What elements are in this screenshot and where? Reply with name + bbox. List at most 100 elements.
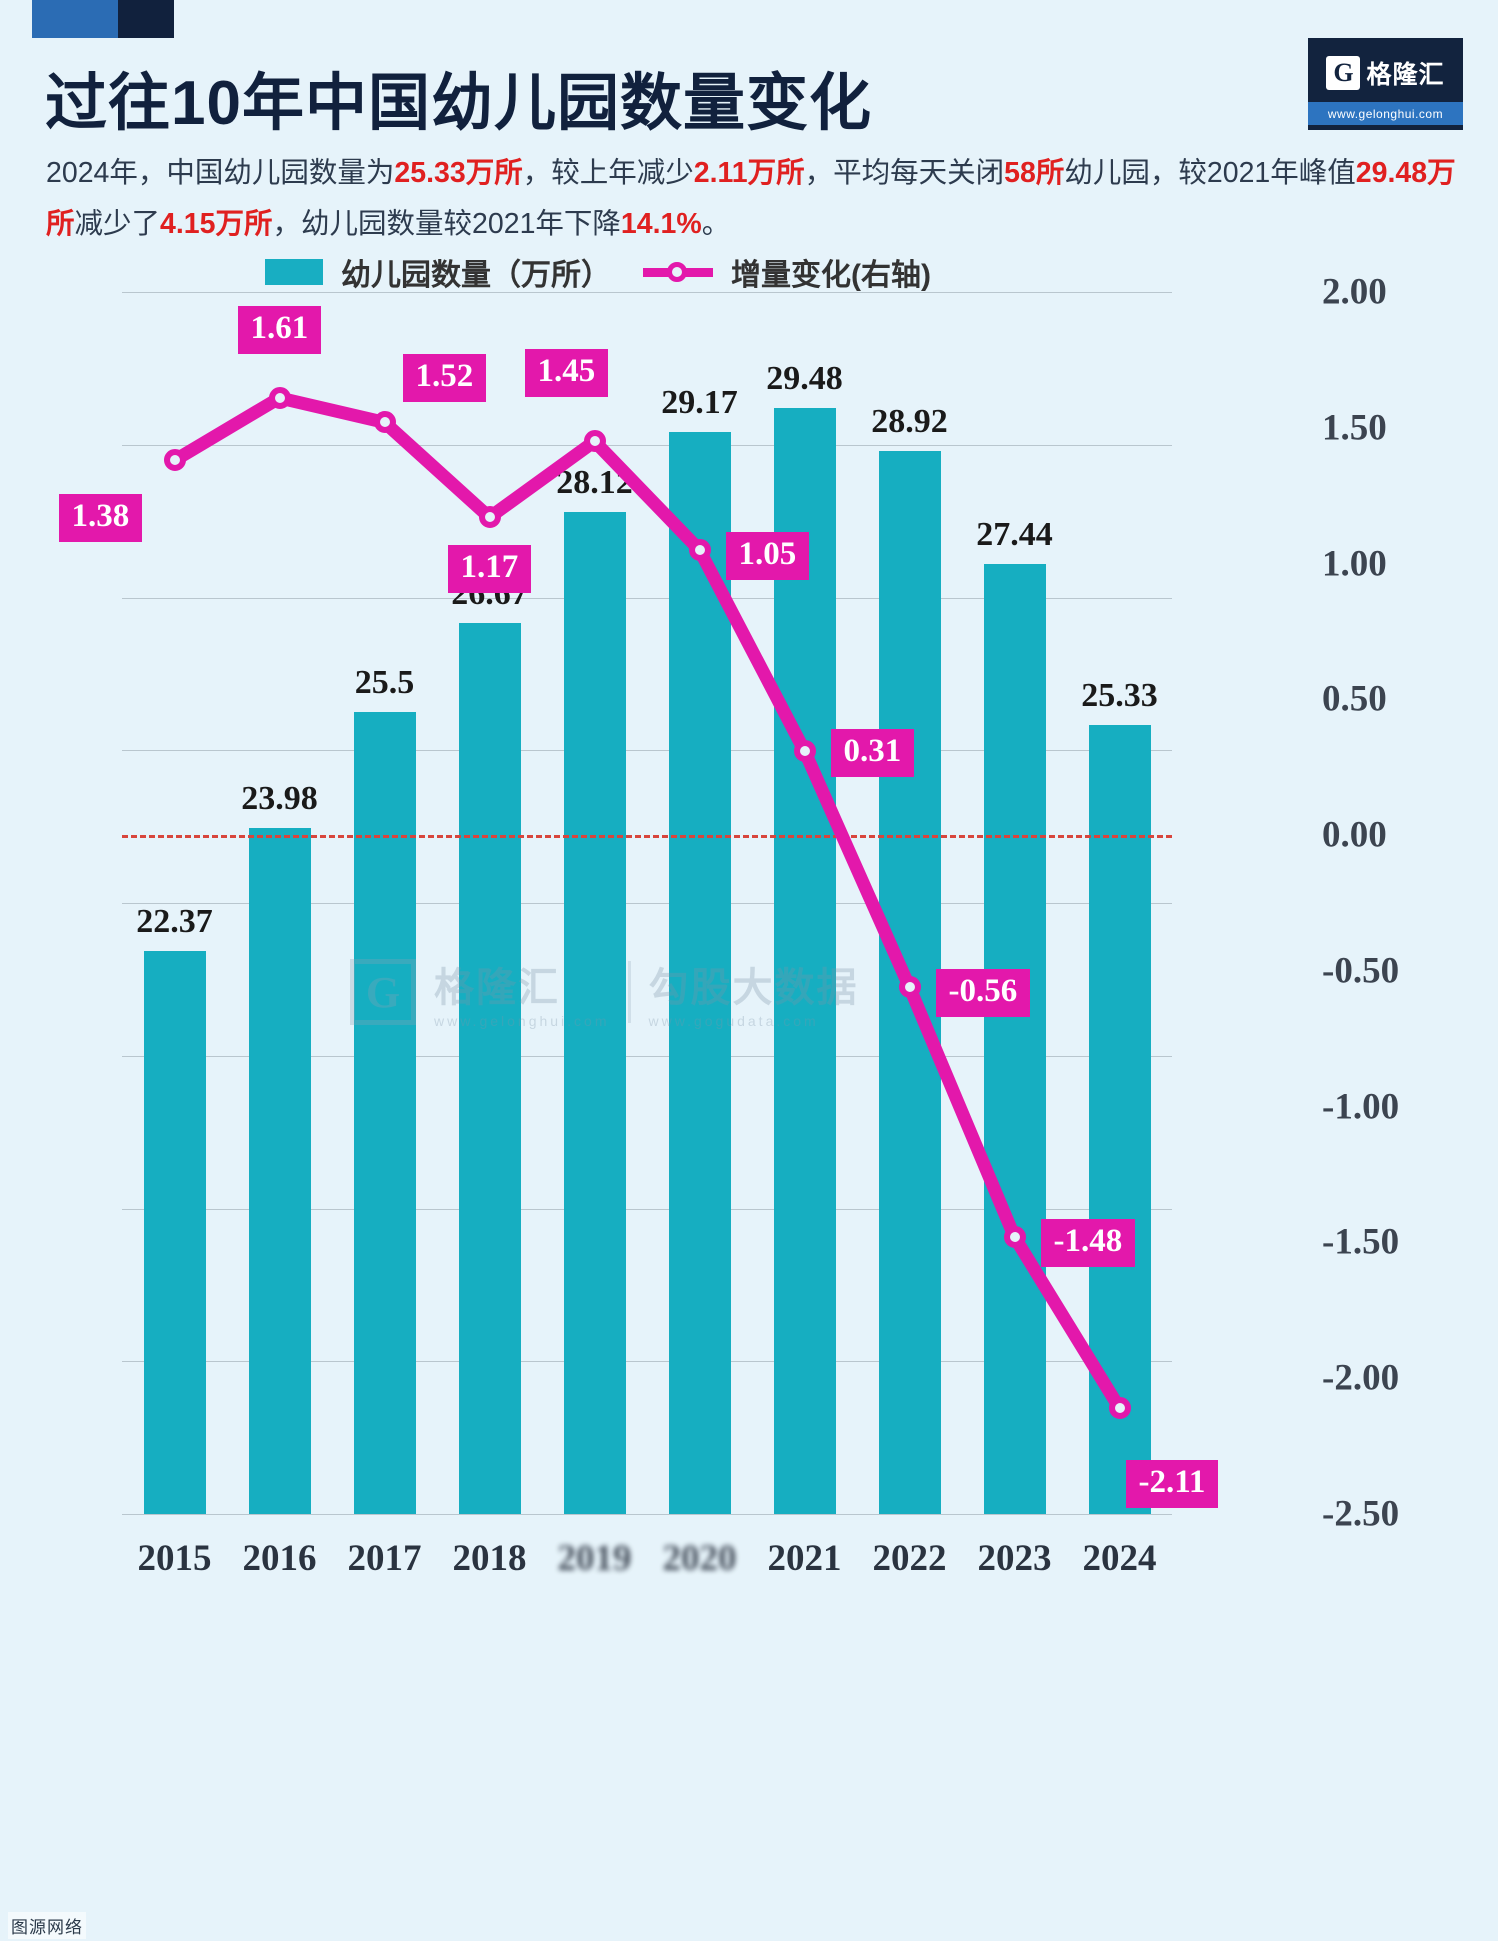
line-value-label: -0.56 [935, 969, 1031, 1018]
grid-line [122, 1514, 1172, 1515]
subtitle-paragraph: 2024年，中国幼儿园数量为25.33万所，较上年减少2.11万所，平均每天关闭… [46, 148, 1456, 250]
x-axis-tick-2017: 2017 [347, 1538, 422, 1579]
subtitle-text: 2024年，中国幼儿园数量为 [46, 157, 395, 189]
subtitle-text: ，较上年减少 [522, 157, 694, 189]
x-axis-tick-2024: 2024 [1082, 1538, 1157, 1579]
line-point-2020 [688, 538, 711, 561]
line-value-label: 1.38 [58, 494, 143, 543]
subtitle-text: 幼儿园，较2021年峰值 [1064, 157, 1356, 189]
watermark-partner-name: 勾股大数据 [648, 966, 859, 1010]
grid-line [122, 750, 1172, 752]
subtitle-highlight: 2.11万所 [693, 157, 805, 189]
y-axis-right-tick: -2.50 [1322, 1493, 1400, 1535]
bar-2016 [248, 828, 311, 1514]
line-value-label: 1.05 [725, 531, 810, 580]
bar-value-label: 28.92 [871, 402, 948, 440]
accent-block-blue [32, 0, 118, 38]
x-axis-tick-2021: 2021 [767, 1538, 842, 1579]
y-axis-right-tick: -1.50 [1322, 1221, 1400, 1263]
subtitle-text: ，幼儿园数量较2021年下降 [272, 208, 621, 240]
watermark-brand-url: www.gelonghui.com [434, 1013, 610, 1029]
grid-line [122, 1055, 1172, 1057]
line-point-2022 [898, 976, 921, 999]
line-value-label: -2.11 [1125, 1460, 1219, 1509]
bar-value-label: 25.33 [1081, 677, 1158, 715]
line-value-label: -1.48 [1040, 1219, 1136, 1267]
x-axis-tick-2016: 2016 [242, 1538, 317, 1579]
line-value-label: 1.45 [524, 349, 609, 398]
line-point-2015 [163, 449, 186, 472]
subtitle-highlight: 25.33万所 [394, 157, 523, 189]
subtitle-highlight: 4.15万所 [160, 208, 273, 240]
bar-value-label: 29.48 [766, 360, 843, 398]
accent-block-navy [118, 0, 174, 38]
line-point-2024 [1108, 1397, 1131, 1420]
line-point-2018 [478, 506, 501, 529]
watermark-partner-col: 勾股大数据 www.gogudata.com [649, 955, 859, 1029]
y-axis-right-tick: 0.50 [1322, 678, 1387, 720]
bar-2018 [458, 622, 521, 1514]
brand-logo: G 格隆汇 www.gelonghui.com [1308, 38, 1463, 130]
watermark-brand-name: 格隆汇 [434, 966, 560, 1010]
growth-line-svg [168, 391, 1126, 1415]
brand-name: 格隆汇 [1366, 61, 1445, 89]
line-value-label: 1.61 [237, 305, 322, 354]
y-axis-right-tick: 0.00 [1322, 814, 1387, 856]
grid-line [122, 1208, 1172, 1210]
chart-legend: 幼儿园数量（万所） 增量变化(右轴) [265, 250, 931, 294]
legend-label-line: 增量变化(右轴) [731, 259, 931, 292]
subtitle-text: 减少了 [74, 208, 161, 240]
line-point-2016 [268, 386, 291, 409]
x-axis-tick-2020: 2020 [662, 1538, 737, 1579]
line-point-2023 [1003, 1226, 1026, 1248]
chart-plot-area: 3129272523211917152.001.501.000.500.00-0… [58, 272, 1399, 1579]
y-axis-right-tick: 2.00 [1322, 271, 1387, 313]
bar-value-label: 23.98 [241, 780, 318, 818]
partner-watermark: G 格隆汇 www.gelonghui.com 勾股大数据 www.goguda… [350, 955, 890, 1029]
bar-2020 [668, 431, 731, 1514]
bar-2017 [353, 712, 416, 1514]
watermark-brand-col: 格隆汇 www.gelonghui.com [434, 955, 610, 1029]
x-axis-tick-2019: 2019 [557, 1538, 632, 1579]
line-point-2017 [373, 411, 396, 434]
line-point-2021 [793, 739, 816, 762]
subtitle-highlight: 14.1% [620, 208, 702, 240]
watermark-g-icon: G [350, 959, 416, 1025]
y-axis-right-tick: -1.00 [1322, 1086, 1400, 1128]
grid-line [122, 444, 1172, 446]
bar-value-label: 22.37 [136, 903, 213, 941]
watermark-divider [627, 961, 631, 1023]
grid-line [122, 903, 1172, 904]
subtitle-text: ，平均每天关闭 [804, 157, 1005, 189]
page-title: 过往10年中国幼儿园数量变化 [45, 69, 872, 138]
subtitle-highlight: 58所 [1004, 157, 1065, 189]
x-axis-tick-2022: 2022 [872, 1538, 947, 1579]
y-axis-right-tick: -0.50 [1322, 950, 1400, 992]
bar-value-label: 27.44 [976, 515, 1053, 553]
line-value-label: 1.52 [402, 354, 487, 403]
zero-reference-line [122, 835, 1172, 839]
bar-2019 [563, 511, 626, 1514]
line-value-label: 1.17 [447, 545, 532, 594]
legend-line-icon [643, 260, 713, 284]
y-axis-right-tick: 1.00 [1322, 543, 1387, 585]
grid-line [122, 597, 1172, 599]
gelonghui-g-icon: G [1326, 56, 1361, 90]
line-value-label: 0.31 [830, 728, 915, 777]
bar-value-label: 25.5 [354, 664, 415, 702]
y-axis-right-tick: -2.00 [1322, 1357, 1400, 1399]
bar-2023 [983, 563, 1046, 1514]
line-point-2019 [583, 430, 606, 453]
grid-line [122, 292, 1172, 293]
footer-note: 图源网络 [8, 1912, 86, 1939]
watermark-partner-url: www.gogudata.com [648, 1013, 819, 1029]
bar-2015 [143, 951, 206, 1514]
x-axis-tick-2023: 2023 [977, 1538, 1052, 1579]
legend-label-bar: 幼儿园数量（万所） [341, 259, 611, 292]
legend-swatch-bar [265, 259, 323, 285]
corner-accent-bar [32, 0, 174, 38]
bar-2021 [773, 408, 836, 1514]
y-axis-right-tick: 1.50 [1322, 407, 1387, 449]
subtitle-text: 。 [701, 208, 731, 240]
subtitle-highlight: 29.48万所 [46, 157, 1456, 240]
